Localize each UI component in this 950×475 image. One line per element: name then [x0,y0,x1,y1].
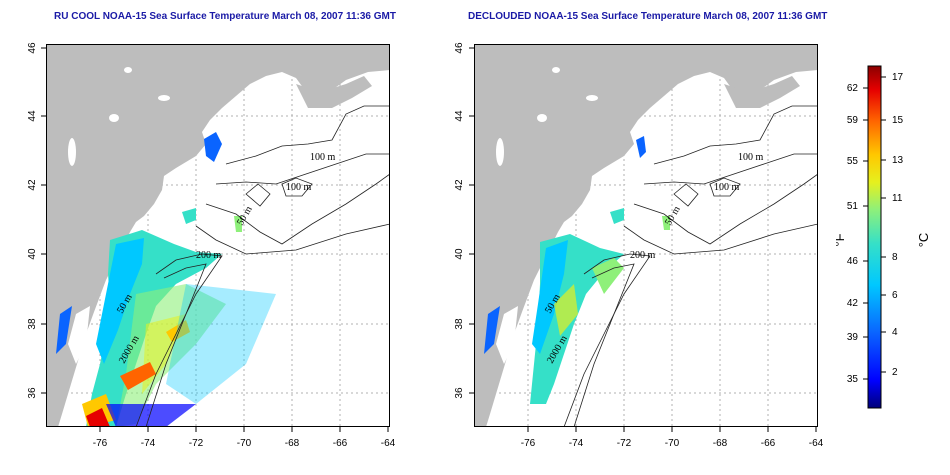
contour-label-100m: 100 m [286,182,312,193]
lon-tick-label: -70 [665,438,680,449]
contour-label-100m: 100 m [714,182,740,193]
colorbar-f-tick: 62 [847,83,859,94]
lon-tick-label: -74 [569,438,584,449]
lon-tick-label: -66 [761,438,776,449]
contour-label-200m: 200 m [630,250,656,261]
temperature-colorbar: 62 59 55 51 46 42 39 35 17 15 13 11 8 6 … [836,65,931,409]
sst-field [56,132,276,427]
lon-tick-label: -76 [93,438,108,449]
map-title-declouded: DECLOUDED NOAA-15 Sea Surface Temperatur… [468,11,828,22]
lat-tick-label: 44 [27,110,38,122]
colorbar-gradient [867,65,882,409]
lat-tick-label: 40 [454,248,465,260]
colorbar-c-tick: 17 [892,72,904,83]
lon-tick-label: -68 [285,438,300,449]
lat-tick-label: 44 [454,110,465,122]
unit-celsius: °C [916,233,931,248]
map-canvas: 100 m 100 m 50 m 200 m 50 m 2000 m [474,44,818,427]
colorbar-c-tick: 15 [892,115,904,126]
colorbar-c-tick: 13 [892,155,904,166]
bathymetry-contours [135,105,390,427]
lat-tick-label: 36 [454,387,465,399]
unit-fahrenheit: °F [836,233,847,246]
contour-label-200m: 200 m [196,250,222,261]
colorbar-c-tick: 6 [892,290,898,301]
lon-tick-label: -68 [713,438,728,449]
bathymetry-contours [563,105,818,427]
land-mass [474,44,818,427]
colorbar-c-tick: 2 [892,367,898,378]
lon-tick-label: -64 [381,438,396,449]
lat-tick-label: 42 [454,179,465,191]
lat-tick-label: 38 [454,318,465,330]
colorbar-f-tick: 55 [847,156,859,167]
contour-label-100m: 100 m [310,152,336,163]
lon-tick-label: -72 [189,438,204,449]
lat-tick-label: 38 [27,318,38,330]
lat-tick-label: 42 [27,179,38,191]
lon-tick-label: -64 [809,438,824,449]
colorbar-f-tick: 42 [847,298,859,309]
lat-tick-label: 40 [27,248,38,260]
colorbar-c-tick: 8 [892,252,898,263]
map-frame [46,44,390,427]
map-canvas: 100 m 100 m 50 m 200 m 50 m 2000 m [46,44,390,427]
colorbar-f-tick: 39 [847,332,859,343]
colorbar-f-tick: 59 [847,115,859,126]
colorbar-c-tick: 11 [892,193,903,204]
colorbar-c-tick: 4 [892,327,898,338]
lat-tick-label: 46 [454,42,465,54]
colorbar-f-tick: 46 [847,256,859,267]
lon-tick-label: -74 [141,438,156,449]
lat-tick-label: 46 [27,42,38,54]
map-frame [474,44,818,427]
contour-label-100m: 100 m [738,152,764,163]
sst-map-raw: 100 m 100 m 50 m 200 m 50 m 2000 m [46,44,390,427]
lon-tick-label: -70 [237,438,252,449]
lat-tick-label: 36 [27,387,38,399]
map-title-raw: RU COOL NOAA-15 Sea Surface Temperature … [54,11,396,22]
sst-map-declouded: 100 m 100 m 50 m 200 m 50 m 2000 m [474,44,818,427]
colorbar-f-tick: 35 [847,374,859,385]
land-mass [46,44,390,427]
colorbar-f-tick: 51 [847,201,859,212]
lon-tick-label: -66 [333,438,348,449]
sst-field [484,136,670,404]
lon-tick-label: -76 [521,438,536,449]
lon-tick-label: -72 [617,438,632,449]
